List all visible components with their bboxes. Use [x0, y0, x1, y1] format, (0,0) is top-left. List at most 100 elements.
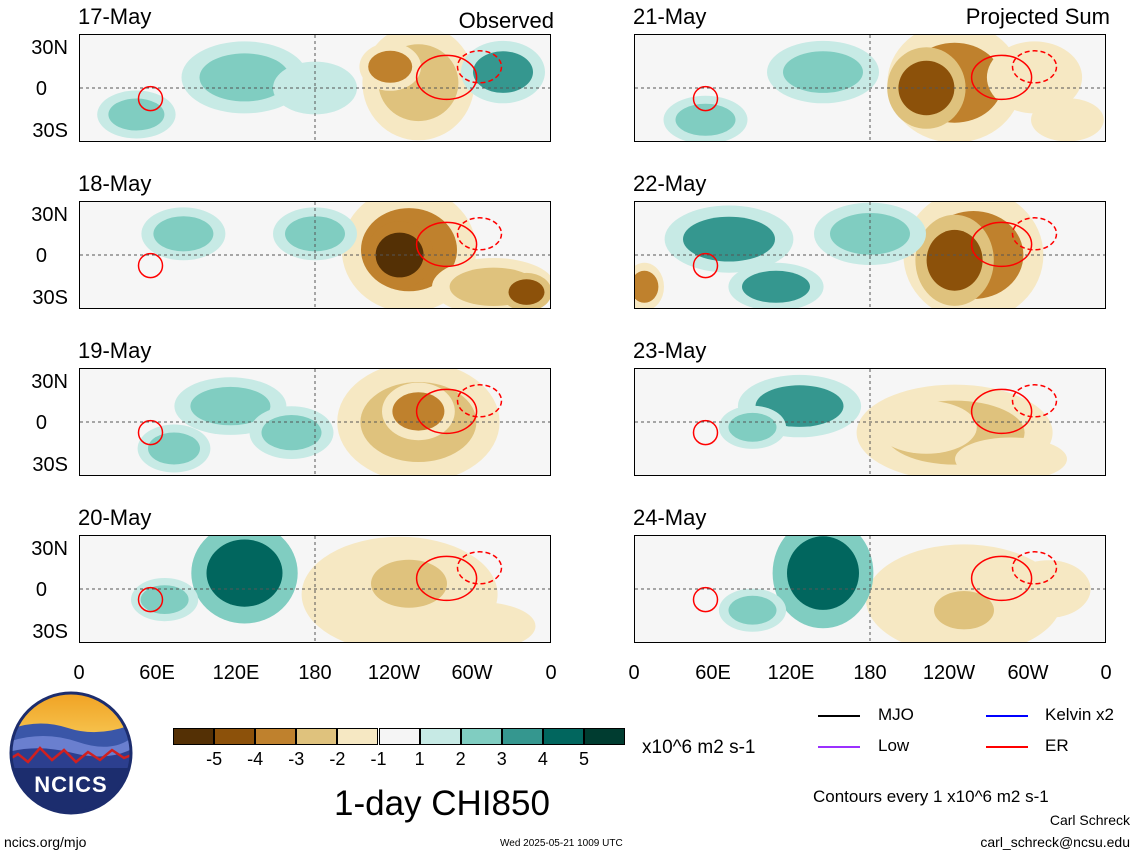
panel-date-24-may: 24-May: [633, 505, 707, 530]
anomaly-core: [728, 412, 777, 442]
colorbar-swatch: [296, 728, 338, 745]
anomaly-core: [1018, 569, 1079, 609]
map-panel-24-may: [634, 535, 1106, 643]
lat-label-30s: 30S: [32, 454, 68, 476]
er-contour: [970, 555, 1033, 602]
chart-title: 1-day CHI850: [334, 784, 550, 823]
lon-label: 120W: [367, 662, 421, 684]
anomaly-core: [439, 610, 520, 642]
lon-label: 60E: [139, 662, 175, 684]
map-panel-21-may: [634, 34, 1106, 142]
map-panel-20-may: [79, 535, 551, 643]
colorbar-swatch: [337, 728, 379, 745]
ncics-logo: NCICS: [8, 690, 134, 816]
lat-label-eq: 0: [35, 245, 47, 267]
lon-label: 120E: [767, 662, 815, 684]
er-contour: [692, 252, 719, 279]
colorbar-tick-label: -5: [206, 749, 223, 769]
lat-label-eq: 0: [35, 78, 47, 100]
colorbar-tick-label: -4: [247, 749, 264, 769]
colorbar-swatch: [378, 728, 420, 745]
colorbar-swatch: [501, 728, 543, 745]
legend-label-low: Low: [878, 736, 910, 755]
anomaly-core: [473, 51, 533, 93]
er-contour: [970, 388, 1033, 435]
footer-timestamp: Wed 2025-05-21 1009 UTC: [500, 838, 623, 849]
er-contour: [456, 50, 503, 84]
anomaly-core: [1041, 105, 1094, 135]
colorbar-tick-label: -3: [288, 749, 305, 769]
anomaly-core: [742, 270, 810, 303]
anomaly-core: [108, 98, 165, 131]
lon-label: 0: [628, 662, 640, 684]
anomaly-core: [783, 51, 863, 93]
er-contour: [415, 54, 478, 101]
lon-label: 0: [1100, 662, 1112, 684]
lat-label-30n: 30N: [31, 538, 68, 560]
er-contour: [137, 252, 164, 279]
map-panel-17-may: [79, 34, 551, 142]
panel-date-22-may: 22-May: [633, 171, 707, 196]
contours-note: Contours every 1 x10^6 m2 s-1: [813, 787, 1049, 806]
colorbar-swatch: [584, 728, 625, 745]
er-contour: [456, 217, 503, 251]
footer-url[interactable]: ncics.org/mjo: [4, 834, 87, 850]
er-contour: [415, 388, 478, 435]
anomaly-core: [787, 536, 859, 610]
map-panel-22-may: [634, 201, 1106, 309]
lat-label-eq: 0: [35, 579, 47, 601]
panel-date-17-may: 17-May: [78, 4, 152, 29]
anomaly-core: [683, 216, 775, 262]
anomaly-core: [926, 229, 983, 291]
colorbar-tick-label: 4: [537, 749, 548, 769]
anomaly-core: [392, 392, 445, 431]
colorbar-swatch: [255, 728, 297, 745]
projected-header: Projected Sum: [965, 4, 1110, 29]
anomaly-core: [153, 216, 214, 252]
footer-author: Carl Schreck: [1049, 812, 1130, 828]
colorbar-tick-label: 5: [578, 749, 590, 769]
anomaly-core: [199, 53, 290, 102]
er-contour: [692, 85, 719, 112]
legend-swatch-low: [818, 746, 860, 748]
panel-date-18-may: 18-May: [78, 171, 152, 196]
legend-swatch-mjo: [818, 715, 860, 717]
colorbar-tick-label: 3: [496, 749, 507, 769]
colorbar-swatch: [214, 728, 256, 745]
legend-swatch-er: [986, 746, 1028, 748]
lon-label: 60E: [695, 662, 731, 684]
colorbar-swatch: [460, 728, 502, 745]
anomaly-core: [148, 432, 200, 465]
lon-label: 120E: [212, 662, 260, 684]
colorbar-tick-label: 1: [414, 749, 425, 769]
er-contour: [1011, 217, 1058, 251]
lat-label-30n: 30N: [31, 37, 68, 59]
legend-label-mjo: MJO: [878, 705, 914, 724]
lon-label: 180: [853, 662, 887, 684]
lon-label: 60W: [451, 662, 493, 684]
panel-date-23-may: 23-May: [633, 338, 707, 363]
er-contour: [692, 586, 719, 613]
colorbar-tick-label: -1: [370, 749, 387, 769]
colorbar-swatch: [542, 728, 584, 745]
anomaly-core: [206, 539, 283, 607]
anomaly-core: [728, 595, 777, 625]
lat-label-30s: 30S: [32, 621, 68, 643]
panel-date-20-may: 20-May: [78, 505, 152, 530]
anomaly-core: [890, 409, 963, 445]
anomaly-core: [934, 591, 994, 630]
map-panel-23-may: [634, 368, 1106, 476]
lon-label: 180: [298, 662, 332, 684]
panel-date-19-may: 19-May: [78, 338, 152, 363]
anomaly-core: [1000, 53, 1069, 102]
anomaly-core: [675, 103, 736, 136]
anomaly-core: [971, 444, 1051, 474]
anomaly-core: [190, 386, 271, 426]
er-contour: [970, 221, 1033, 268]
footer-email[interactable]: carl_schreck@ncsu.edu: [980, 834, 1130, 850]
er-contour: [137, 419, 164, 446]
colorbar-swatch: [173, 728, 214, 745]
lat-label-30s: 30S: [32, 287, 68, 309]
er-contour: [970, 54, 1033, 101]
colorbar-units: x10^6 m2 s-1: [642, 737, 756, 758]
